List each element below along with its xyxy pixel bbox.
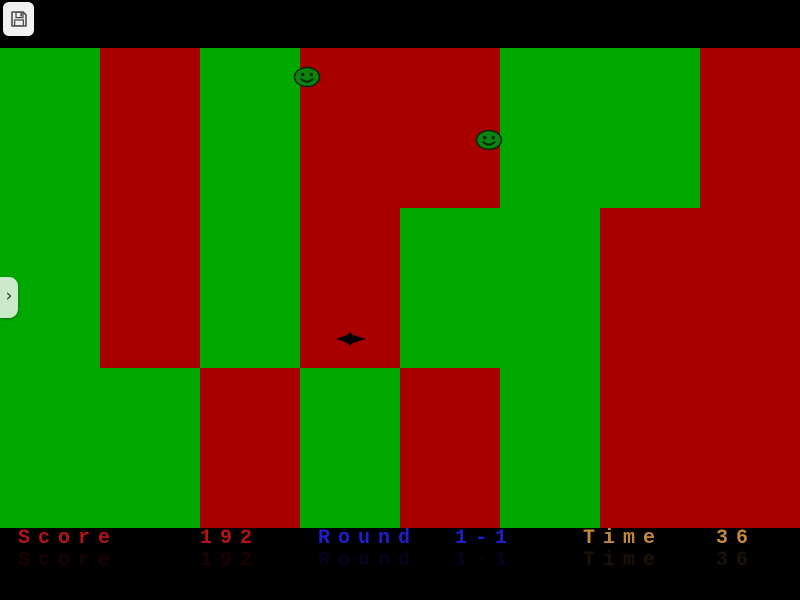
score-label: Score [18, 527, 119, 550]
grid-cell-green [500, 208, 600, 368]
grid-cell-red [100, 208, 200, 368]
round-value-ghost: 1-1 [455, 549, 516, 572]
time-label-ghost: Time [583, 549, 664, 572]
player-diamond-sprite [336, 331, 367, 347]
grid-cell-red [700, 368, 800, 528]
grid-cell-green [300, 368, 400, 528]
grid-cell-green [200, 208, 300, 368]
smiley-enemy-sprite [475, 129, 504, 151]
grid-cell-green [500, 368, 600, 528]
status-bar: Score Score 192 192 Round Round 1-1 1-1 Time Time… [0, 528, 800, 600]
score-value-ghost: 192 [200, 549, 261, 572]
round-label-ghost: Round [318, 549, 419, 572]
grid-cell-red [700, 48, 800, 208]
grid-cell-green [0, 48, 100, 208]
score-value: 192 [200, 527, 261, 550]
time-label: Time [583, 527, 664, 550]
grid-cell-red [700, 208, 800, 368]
grid-cell-red [200, 368, 300, 528]
round-label: Round [318, 527, 419, 550]
grid-cell-green [100, 368, 200, 528]
score-label-ghost: Score [18, 549, 119, 572]
grid-cell-green [500, 48, 600, 208]
grid-cell-red [100, 48, 200, 208]
grid-cell-red [600, 368, 700, 528]
smiley-enemy-sprite [293, 66, 321, 88]
game-screen[interactable] [0, 48, 800, 528]
grid-cell-red [400, 368, 500, 528]
time-value: 36 [716, 527, 757, 550]
round-value: 1-1 [455, 527, 516, 550]
chevron-right-icon: › [5, 286, 13, 306]
grid-cell-green [600, 48, 700, 208]
grid-cell-green [400, 208, 500, 368]
sidebar-toggle-button[interactable]: › [0, 277, 18, 318]
grid-cell-green [0, 368, 100, 528]
grid-cell-red [600, 208, 700, 368]
save-icon [10, 11, 27, 27]
grid-cell-green [200, 48, 300, 208]
grid-cell-red [400, 48, 500, 208]
top-bar [0, 0, 800, 48]
time-value-ghost: 36 [716, 549, 757, 572]
save-button[interactable] [3, 2, 34, 36]
